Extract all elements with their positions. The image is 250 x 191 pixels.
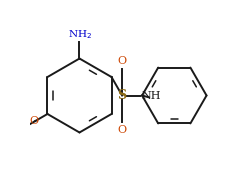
Text: O: O (118, 56, 127, 66)
Text: O: O (30, 116, 39, 126)
Text: NH: NH (141, 91, 161, 100)
Text: O: O (118, 125, 127, 135)
Text: NH$_2$: NH$_2$ (68, 28, 92, 41)
Text: S: S (118, 89, 127, 102)
